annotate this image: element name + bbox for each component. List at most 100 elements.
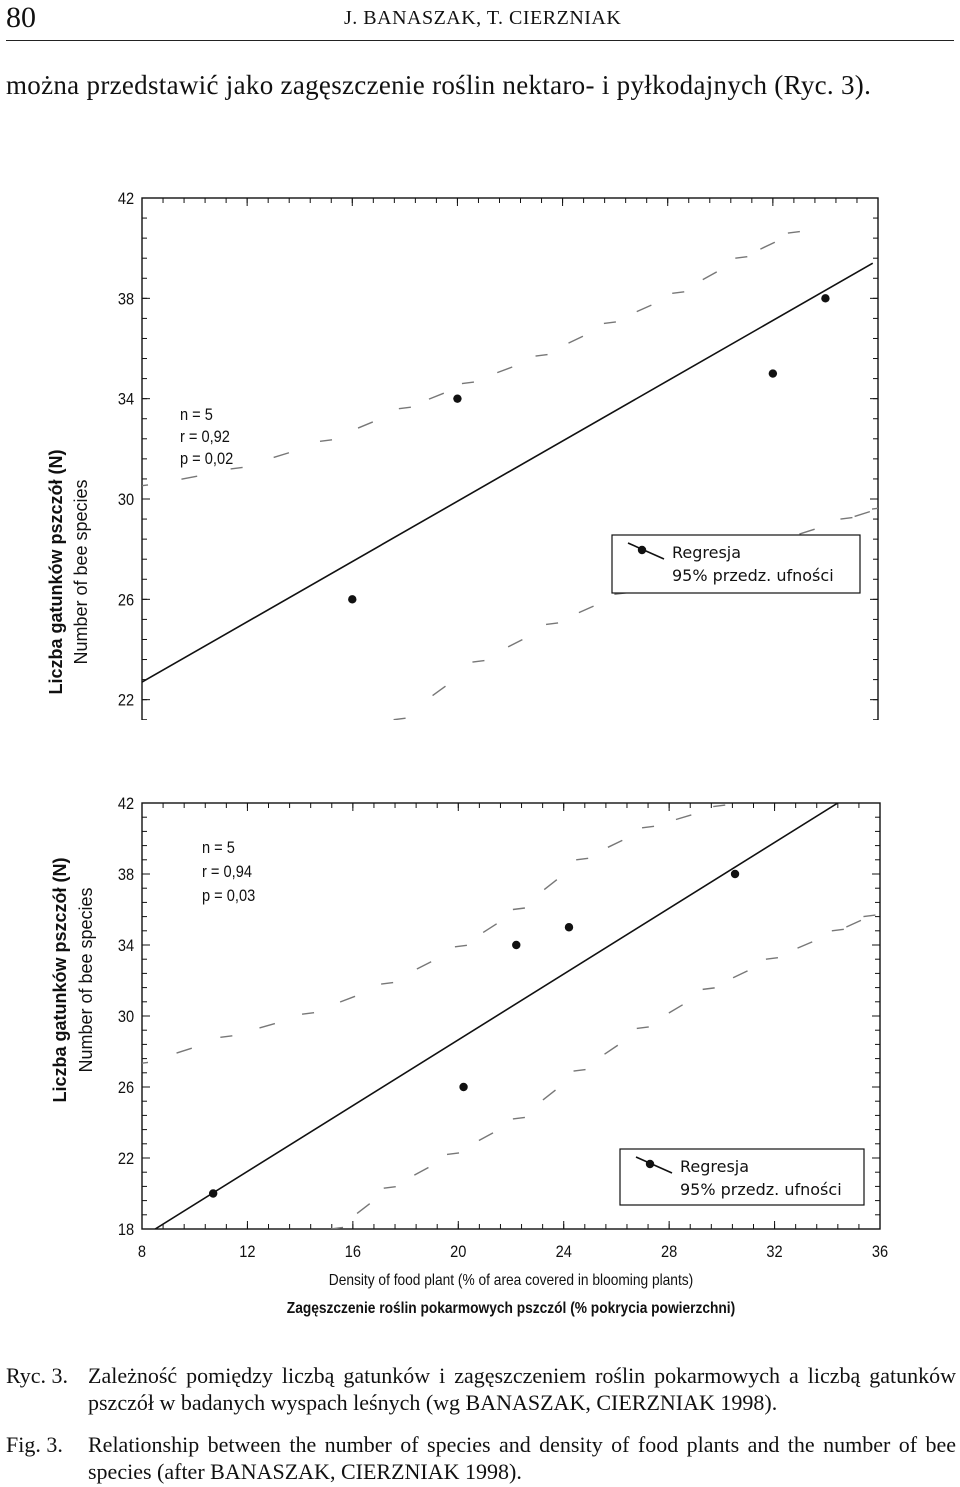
caption-text: Relationship between the number of speci… <box>88 1431 956 1485</box>
ci-upper-dash <box>543 879 558 891</box>
data-point <box>208 1189 218 1198</box>
caption-text-part: Relationship between the number of speci… <box>88 1432 956 1484</box>
legend-point-marker <box>637 545 647 555</box>
ci-lower-dash <box>871 507 878 510</box>
ci-upper-dash <box>607 839 623 848</box>
plot-frame <box>141 197 879 720</box>
ci-lower-dash <box>432 685 446 697</box>
ci-upper-dash <box>672 291 685 295</box>
ci-upper-dash <box>568 335 584 344</box>
caption-text-part: , <box>329 1459 341 1484</box>
y-tick-label: 22 <box>118 1150 134 1168</box>
legend-interval-label: 95% przedz. ufności <box>672 566 834 585</box>
caption-text-part: 1998). <box>459 1459 522 1484</box>
ci-upper-dash <box>301 1012 315 1015</box>
ci-lower-dash <box>765 957 779 960</box>
ci-lower-dash <box>542 1089 556 1101</box>
ci-upper-dash <box>454 944 468 948</box>
stats-line: n = 5 <box>202 839 235 857</box>
y-tick-label: 22 <box>118 692 134 710</box>
data-point <box>564 923 574 932</box>
ci-lower-dash <box>446 1152 460 1156</box>
y-axis-title-secondary: Number of bee species <box>71 479 91 664</box>
ci-lower-dash <box>472 659 485 663</box>
ci-lower-dash <box>512 1116 525 1120</box>
ci-lower-dash <box>393 717 406 720</box>
y-tick-label: 26 <box>118 1079 134 1097</box>
x-axis-title-secondary: Density of food plant (% of area covered… <box>329 1271 693 1289</box>
ci-lower-dash <box>545 622 559 626</box>
figure-chart-bottom: 8 12 16 20 24 28 32 36 18 22 26 30 34 38 42 Liczba gatu… <box>0 785 960 1330</box>
caption-text: Zależność pomiędzy liczbą gatunków i zag… <box>88 1362 956 1416</box>
page-number: 80 <box>6 1 36 34</box>
ci-upper-dash <box>357 421 374 429</box>
ci-lower-dash <box>330 1226 344 1229</box>
y-tick-label: 30 <box>118 1008 134 1026</box>
ci-lower-dash <box>702 987 715 991</box>
ci-upper-dash <box>497 366 513 374</box>
y-tick-label: 38 <box>118 290 134 308</box>
ci-lower-dash <box>413 1166 429 1176</box>
stats-line: r = 0,92 <box>180 428 230 446</box>
intro-paragraph: można przedstawić jako zagęszczenie rośl… <box>6 70 872 100</box>
page-header: 80 J. BANASZAK, T. CIERZNIAK <box>0 0 960 44</box>
ci-upper-dash <box>512 907 525 911</box>
y-axis-title: Liczba gatunków pszczół (N) <box>50 857 70 1102</box>
ci-lower-dash <box>854 510 871 518</box>
y-tick-label: 42 <box>118 795 134 813</box>
ci-upper-dash <box>482 923 498 934</box>
chart-top-svg: 121416182022242618222630343842Liczba gat… <box>46 190 879 720</box>
data-point <box>512 940 521 950</box>
ci-upper-dash <box>230 466 243 470</box>
ci-lower-dash <box>831 928 844 932</box>
ci-upper-dash <box>576 857 589 861</box>
caption-author: BANASZAK <box>210 1459 330 1484</box>
caption-author: BANASZAK <box>465 1390 586 1415</box>
ci-upper-dash <box>428 392 445 400</box>
ci-lower-dash <box>846 919 862 928</box>
legend: Regresja 95% przedz. ufności <box>619 1148 865 1206</box>
legend-interval-label: 95% przedz. ufności <box>680 1180 842 1199</box>
stats-line: r = 0,94 <box>202 863 252 881</box>
ci-lower-dash <box>604 1044 619 1055</box>
legend-regression-label: Regresja <box>680 1157 749 1176</box>
figure-chart-top: 121416182022242618222630343842Liczba gat… <box>0 180 960 720</box>
ci-lower-dash <box>507 638 523 648</box>
caption-english: Fig. 3. Relationship between the number … <box>6 1431 956 1487</box>
y-tick-label: 26 <box>118 591 134 609</box>
y-tick-label: 30 <box>118 491 134 509</box>
data-point <box>768 369 778 378</box>
data-point <box>730 869 740 879</box>
data-point <box>821 294 830 303</box>
data-point <box>453 394 462 403</box>
ci-upper-dash <box>636 304 652 313</box>
legend-point-marker <box>645 1159 655 1169</box>
ci-upper-dash <box>259 1022 276 1029</box>
stats-line: p = 0,02 <box>180 450 233 468</box>
caption-author: CIERZNIAK <box>596 1390 715 1415</box>
plot-area <box>142 230 878 720</box>
ci-upper-dash <box>142 1061 149 1064</box>
ci-lower-dash <box>573 1068 586 1072</box>
ci-upper-dash <box>461 381 475 385</box>
x-tick-label: 16 <box>345 1243 361 1261</box>
caption-label: Ryc. 3. <box>6 1363 69 1388</box>
ci-upper-dash <box>273 452 290 459</box>
ci-upper-dash <box>760 241 776 250</box>
x-tick-label: 12 <box>239 1243 255 1261</box>
ci-upper-dash <box>702 271 718 281</box>
ci-lower-dash <box>797 941 813 949</box>
caption-text-part: , <box>585 1390 597 1415</box>
plot-area <box>142 803 876 1229</box>
ci-upper-dash <box>735 256 748 259</box>
chart-bottom-svg: 8 12 16 20 24 28 32 36 18 22 26 30 34 38 42 Liczba gatu… <box>50 795 888 1317</box>
ci-upper-dash <box>339 995 356 1003</box>
ci-upper-dash <box>416 961 432 970</box>
ci-upper-dash <box>713 804 726 808</box>
y-axis-title-secondary: Number of bee species <box>76 887 96 1072</box>
ci-lower-dash <box>383 1185 396 1189</box>
header-rule <box>6 40 954 41</box>
y-tick-label: 34 <box>118 937 134 955</box>
x-tick-label: 20 <box>450 1243 466 1261</box>
caption-author: CIERZNIAK <box>340 1459 460 1484</box>
